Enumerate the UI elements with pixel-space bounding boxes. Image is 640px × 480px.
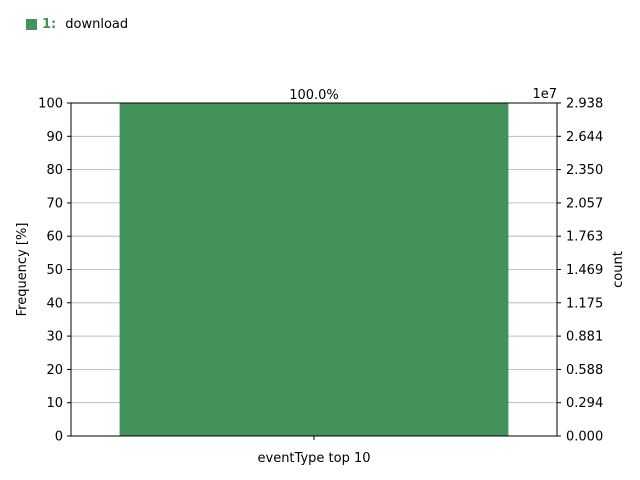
- y2-tick-label: 1.175: [566, 296, 603, 311]
- y-tick-label: 100: [38, 97, 63, 112]
- y-axis-ticks: 0 10 20 30 40 50 60 70 80 90 100: [38, 97, 71, 445]
- bar: [119, 103, 509, 436]
- y-tick-label: 0: [55, 430, 63, 445]
- y2-tick-label: 2.350: [566, 163, 603, 178]
- legend: 1: download: [26, 15, 128, 33]
- y2-tick-label: 0.294: [566, 396, 603, 411]
- y-tick-label: 80: [46, 163, 63, 178]
- bars: 100.0%: [119, 88, 509, 436]
- y-tick-label: 50: [46, 263, 63, 278]
- y-tick-label: 20: [46, 363, 63, 378]
- y-tick-label: 30: [46, 330, 63, 345]
- y-tick-label: 70: [46, 196, 63, 211]
- y2-tick-label: 1.763: [566, 230, 603, 245]
- y2-tick-label: 2.644: [566, 130, 603, 145]
- y2-offset-label: 1e7: [532, 87, 557, 102]
- y2-axis-label: count: [611, 251, 626, 288]
- y2-tick-label: 2.938: [566, 97, 603, 112]
- y-tick-label: 60: [46, 230, 63, 245]
- y-tick-label: 90: [46, 130, 63, 145]
- y2-tick-label: 2.057: [566, 196, 603, 211]
- bar-value-label: 100.0%: [289, 88, 339, 103]
- legend-swatch: [26, 18, 37, 30]
- y-axis-label: Frequency [%]: [15, 223, 30, 317]
- y2-tick-label: 1.469: [566, 263, 603, 278]
- y2-axis-ticks: 0.000 0.294 0.588 0.881 1.175 1.469 1.763 2.057…: [557, 97, 603, 445]
- legend-label: download: [65, 16, 129, 32]
- x-axis-label: eventType top 10: [258, 451, 371, 466]
- y2-tick-label: 0.000: [566, 430, 603, 445]
- y2-tick-label: 0.588: [566, 363, 603, 378]
- y-tick-label: 10: [46, 396, 63, 411]
- legend-index: 1:: [42, 16, 57, 32]
- y-tick-label: 40: [46, 296, 63, 311]
- y2-tick-label: 0.881: [566, 330, 603, 345]
